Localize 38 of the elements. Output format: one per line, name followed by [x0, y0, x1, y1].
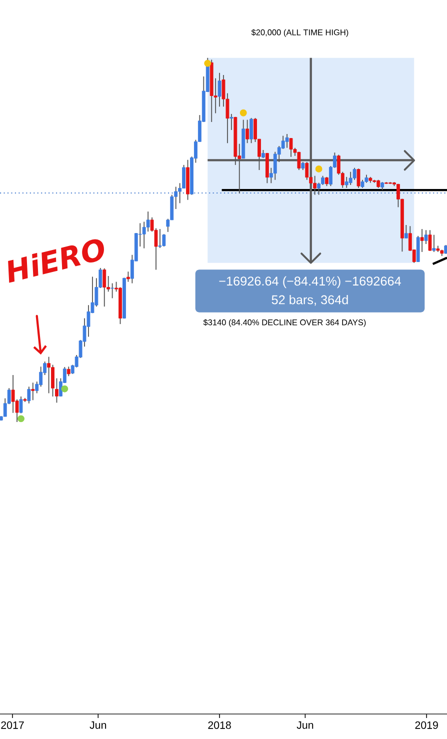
candlestick: [250, 118, 254, 144]
text: $20,000 (ALL TIME HIGH): [251, 29, 348, 37]
annotation: HiERO: [8, 239, 104, 283]
candlestick: [285, 134, 289, 148]
point: [18, 415, 24, 422]
candlestick: [230, 113, 234, 130]
candlestick: [146, 211, 150, 232]
candlestick: [325, 176, 328, 187]
candlestick: [356, 168, 360, 188]
candlestick: [66, 366, 70, 377]
candlestick: [420, 228, 424, 252]
candlestick: [158, 228, 162, 248]
candlestick: [102, 268, 106, 308]
annotation: −16926.64 (−84.41%) −1692664: [219, 276, 401, 288]
point: [204, 60, 212, 67]
x-tick-label: Jun: [296, 721, 314, 729]
candlestick: [344, 176, 348, 188]
candlestick: [289, 138, 293, 158]
candlestick: [47, 356, 50, 394]
x-tick-label: 2018: [208, 721, 231, 729]
annotation: 52 bars, 364d: [272, 294, 348, 306]
point: [61, 385, 68, 392]
candlestick: [348, 171, 352, 186]
annotation: $3140 (84.40% DECLINE OVER 364 DAYS): [203, 319, 366, 327]
x-tick-label: 2019: [415, 721, 438, 729]
candlestick: [110, 282, 114, 299]
candlestick: [31, 382, 35, 401]
x-tick-label: Jun: [90, 721, 106, 729]
candlestick: [55, 378, 58, 404]
candlestick: [126, 271, 130, 282]
candlestick: [246, 119, 250, 144]
point: [240, 109, 247, 116]
x-tick-label: 2017: [1, 721, 24, 729]
candlestick: [27, 386, 31, 404]
point: [315, 165, 322, 172]
candlestick: [404, 224, 408, 239]
candlestick: [432, 234, 436, 252]
candlestick: [428, 230, 432, 252]
